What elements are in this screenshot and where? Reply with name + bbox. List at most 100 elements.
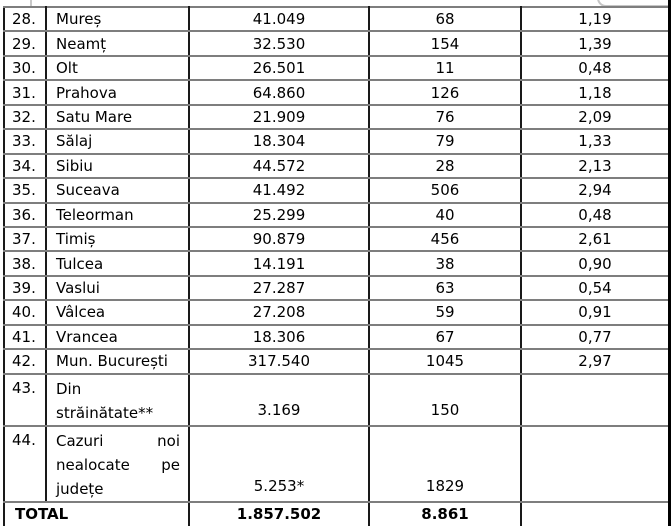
value-cell: 63 bbox=[368, 274, 522, 302]
value-cell: 456 bbox=[368, 225, 522, 253]
value-cell: 1045 bbox=[368, 348, 522, 375]
county-name-cell: Timiș bbox=[45, 225, 190, 253]
table-row: 38. Tulcea 14.191 38 0,90 bbox=[3, 250, 670, 277]
table-row: 34. Sibiu 44.572 28 2,13 bbox=[3, 152, 670, 180]
table-row: 33. Sălaj 18.304 79 1,33 bbox=[3, 128, 670, 155]
row-number-cell: 36. bbox=[3, 201, 47, 228]
crop-artifact-tick bbox=[30, 0, 32, 6]
table-row: 41. Vrancea 18.306 67 0,77 bbox=[3, 323, 670, 351]
value-cell: 150 bbox=[368, 372, 522, 427]
value-cell: 79 bbox=[368, 128, 522, 155]
value-cell: 44.572 bbox=[188, 152, 370, 180]
county-name-cell: Teleorman bbox=[45, 201, 190, 228]
county-name-line: Cazuri noi bbox=[56, 429, 180, 453]
value-cell: 0,90 bbox=[520, 250, 670, 277]
table-row: 39. Vaslui 27.287 63 0,54 bbox=[3, 274, 670, 302]
county-name-cell: Mureș bbox=[45, 5, 190, 33]
row-number-cell: 38. bbox=[3, 250, 47, 277]
county-name-cell: Cazuri noi nealocate pe județe bbox=[45, 424, 190, 503]
county-name-word: pe bbox=[161, 455, 180, 474]
value-cell: 506 bbox=[368, 177, 522, 204]
table-row: 37. Timiș 90.879 456 2,61 bbox=[3, 225, 670, 253]
total-value-cell: 1.857.502 bbox=[188, 500, 370, 526]
value-cell: 14.191 bbox=[188, 250, 370, 277]
county-name-line: Din bbox=[56, 379, 82, 398]
value-cell: 317.540 bbox=[188, 348, 370, 375]
county-name-cell: Tulcea bbox=[45, 250, 190, 277]
value-cell: 18.304 bbox=[188, 128, 370, 155]
value-cell: 126 bbox=[368, 79, 522, 106]
table-row: 28. Mureș 41.049 68 1,19 bbox=[3, 5, 670, 33]
table-row: 29. Neamț 32.530 154 1,39 bbox=[3, 30, 670, 57]
row-number-cell: 44. bbox=[3, 424, 47, 503]
county-name-cell: Din străinătate** bbox=[45, 372, 190, 427]
value-cell: 18.306 bbox=[188, 323, 370, 351]
table-row: 30. Olt 26.501 11 0,48 bbox=[3, 54, 670, 82]
page-edge-strip bbox=[668, 0, 671, 526]
row-number-cell: 41. bbox=[3, 323, 47, 351]
county-name-cell: Sălaj bbox=[45, 128, 190, 155]
county-name-cell: Suceava bbox=[45, 177, 190, 204]
table-row: 43. Din străinătate** 3.169 150 bbox=[3, 372, 670, 427]
row-number-cell: 30. bbox=[3, 54, 47, 82]
total-value-cell bbox=[520, 500, 670, 526]
total-label-cell: TOTAL bbox=[3, 500, 190, 526]
value-cell bbox=[520, 372, 670, 427]
county-name-cell: Neamț bbox=[45, 30, 190, 57]
county-name-line: nealocate pe bbox=[56, 453, 180, 477]
value-cell: 1,19 bbox=[520, 5, 670, 33]
value-cell: 1829 bbox=[368, 424, 522, 503]
table-total-row: TOTAL 1.857.502 8.861 bbox=[3, 500, 670, 526]
county-name-cell: Vâlcea bbox=[45, 299, 190, 326]
county-name-cell: Mun. București bbox=[45, 348, 190, 375]
value-cell: 25.299 bbox=[188, 201, 370, 228]
value-cell: 154 bbox=[368, 30, 522, 57]
county-statistics-table: 28. Mureș 41.049 68 1,19 29. Neamț 32.530 154 1,3… bbox=[3, 5, 670, 526]
row-number-cell: 33. bbox=[3, 128, 47, 155]
value-cell: 26.501 bbox=[188, 54, 370, 82]
table-row: 44. Cazuri noi nealocate pe județe 5.253* 1829 bbox=[3, 424, 670, 503]
value-cell: 0,77 bbox=[520, 323, 670, 351]
value-cell: 27.287 bbox=[188, 274, 370, 302]
county-name-line: județe bbox=[56, 477, 180, 500]
table-row: 42. Mun. București 317.540 1045 2,97 bbox=[3, 348, 670, 375]
county-name-word: județe bbox=[56, 479, 104, 498]
table-row: 40. Vâlcea 27.208 59 0,91 bbox=[3, 299, 670, 326]
value-cell: 21.909 bbox=[188, 103, 370, 131]
county-name-word: Cazuri bbox=[56, 431, 104, 450]
county-name-word: nealocate bbox=[56, 455, 130, 474]
value-cell bbox=[520, 424, 670, 503]
row-number-cell: 34. bbox=[3, 152, 47, 180]
total-value-cell: 8.861 bbox=[368, 500, 522, 526]
value-cell: 0,91 bbox=[520, 299, 670, 326]
county-name-cell: Prahova bbox=[45, 79, 190, 106]
county-name-line: străinătate** bbox=[56, 403, 154, 422]
county-name-cell: Satu Mare bbox=[45, 103, 190, 131]
row-number-cell: 29. bbox=[3, 30, 47, 57]
value-cell: 1,39 bbox=[520, 30, 670, 57]
value-cell: 68 bbox=[368, 5, 522, 33]
table-row: 31. Prahova 64.860 126 1,18 bbox=[3, 79, 670, 106]
value-cell: 38 bbox=[368, 250, 522, 277]
row-number-cell: 42. bbox=[3, 348, 47, 375]
value-cell: 2,61 bbox=[520, 225, 670, 253]
county-name-cell: Olt bbox=[45, 54, 190, 82]
value-cell: 0,54 bbox=[520, 274, 670, 302]
value-cell: 28 bbox=[368, 152, 522, 180]
county-name-cell: Vaslui bbox=[45, 274, 190, 302]
table-row: 36. Teleorman 25.299 40 0,48 bbox=[3, 201, 670, 228]
value-cell: 2,13 bbox=[520, 152, 670, 180]
value-cell: 64.860 bbox=[188, 79, 370, 106]
table-body: 28. Mureș 41.049 68 1,19 29. Neamț 32.530 154 1,3… bbox=[3, 5, 670, 526]
value-cell: 11 bbox=[368, 54, 522, 82]
row-number-cell: 32. bbox=[3, 103, 47, 131]
value-cell: 41.492 bbox=[188, 177, 370, 204]
crop-artifact-corner bbox=[597, 0, 671, 7]
table-row: 32. Satu Mare 21.909 76 2,09 bbox=[3, 103, 670, 131]
value-cell: 0,48 bbox=[520, 54, 670, 82]
row-number-cell: 40. bbox=[3, 299, 47, 326]
value-cell: 27.208 bbox=[188, 299, 370, 326]
value-cell: 3.169 bbox=[188, 372, 370, 427]
county-name-cell: Vrancea bbox=[45, 323, 190, 351]
